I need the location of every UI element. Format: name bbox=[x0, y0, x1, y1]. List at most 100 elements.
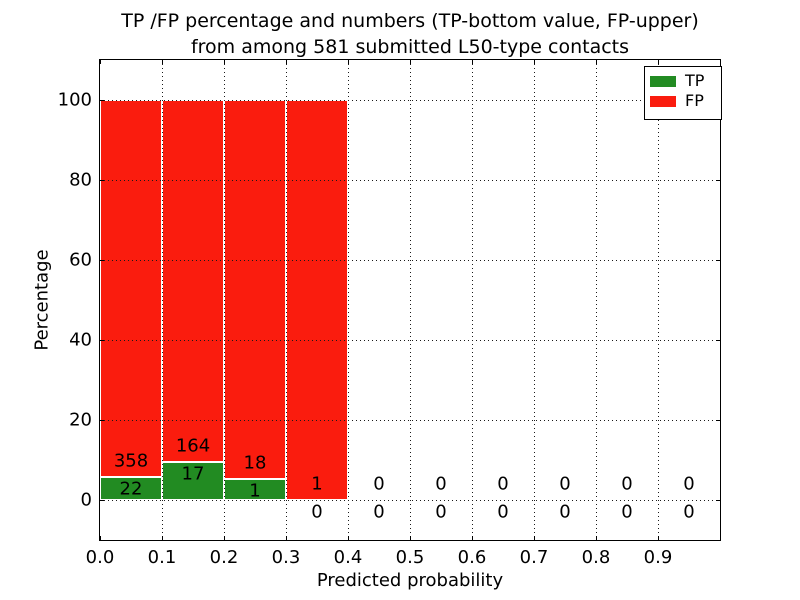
gridline-vertical bbox=[410, 60, 411, 540]
gridline-horizontal bbox=[100, 500, 720, 501]
tp-count-label: 22 bbox=[119, 478, 143, 500]
x-tick-label: 0.2 bbox=[209, 547, 239, 568]
x-tick-label: 0.9 bbox=[643, 547, 673, 568]
x-tick-mark-top bbox=[658, 60, 659, 64]
fp-count-label: 358 bbox=[113, 450, 149, 472]
fp-count-label: 0 bbox=[373, 473, 385, 495]
legend-tp-label: TP bbox=[685, 71, 705, 90]
chart-title-line2: from among 581 submitted L50-type contac… bbox=[190, 36, 630, 58]
y-tick-label: 0 bbox=[80, 489, 92, 511]
gridline-horizontal bbox=[100, 260, 720, 261]
fp-count-label: 1 bbox=[311, 473, 323, 495]
y-tick-mark-right bbox=[716, 500, 720, 501]
gridline-vertical bbox=[472, 60, 473, 540]
fp-count-label: 0 bbox=[683, 473, 695, 495]
gridline-horizontal bbox=[100, 180, 720, 181]
x-tick-mark-top bbox=[286, 60, 287, 64]
gridline-vertical bbox=[596, 60, 597, 540]
legend-entry-tp: TP bbox=[650, 71, 716, 91]
y-tick-label: 80 bbox=[69, 169, 92, 191]
y-tick-mark bbox=[100, 100, 104, 101]
x-tick-mark bbox=[472, 536, 473, 540]
bar-fp-segment bbox=[224, 100, 286, 479]
bar-fp-segment bbox=[286, 100, 348, 500]
y-tick-mark bbox=[100, 500, 104, 501]
chart-title-line1: TP /FP percentage and numbers (TP-bottom… bbox=[121, 10, 699, 32]
gridline-vertical bbox=[224, 60, 225, 540]
bar-fp-segment bbox=[100, 100, 162, 477]
x-tick-mark-top bbox=[596, 60, 597, 64]
y-tick-mark bbox=[100, 340, 104, 341]
x-tick-mark-top bbox=[410, 60, 411, 64]
bar-tp-segment bbox=[162, 462, 224, 500]
y-tick-label: 100 bbox=[57, 89, 92, 111]
x-tick-label: 0.7 bbox=[519, 547, 549, 568]
x-tick-label: 0.6 bbox=[457, 547, 487, 568]
x-tick-label: 0.4 bbox=[333, 547, 363, 568]
x-tick-mark bbox=[286, 536, 287, 540]
x-tick-mark bbox=[658, 536, 659, 540]
y-tick-mark-right bbox=[716, 180, 720, 181]
x-tick-mark bbox=[596, 536, 597, 540]
fp-count-label: 0 bbox=[559, 473, 571, 495]
legend-entry-fp: FP bbox=[650, 91, 716, 111]
x-tick-mark bbox=[100, 536, 101, 540]
x-tick-label: 0.1 bbox=[147, 547, 177, 568]
x-tick-label: 0.0 bbox=[85, 547, 115, 568]
tp-count-label: 1 bbox=[249, 480, 261, 502]
tp-count-label: 0 bbox=[559, 501, 571, 523]
legend-fp-label: FP bbox=[685, 91, 704, 110]
gridline-vertical bbox=[658, 60, 659, 540]
y-tick-mark bbox=[100, 260, 104, 261]
x-tick-mark-top bbox=[534, 60, 535, 64]
fp-count-label: 0 bbox=[435, 473, 447, 495]
gridline-horizontal bbox=[100, 100, 720, 101]
gridline-vertical bbox=[162, 60, 163, 540]
x-tick-label: 0.5 bbox=[395, 547, 425, 568]
gridline-vertical bbox=[348, 60, 349, 540]
fp-count-label: 164 bbox=[175, 435, 211, 457]
y-tick-mark bbox=[100, 420, 104, 421]
bar-tp-segment bbox=[100, 476, 162, 500]
tp-count-label: 0 bbox=[497, 501, 509, 523]
y-tick-mark bbox=[100, 180, 104, 181]
legend-tp-swatch bbox=[650, 75, 676, 87]
tp-count-label: 0 bbox=[435, 501, 447, 523]
tp-count-label: 0 bbox=[311, 501, 323, 523]
gridline-vertical bbox=[534, 60, 535, 540]
x-tick-mark bbox=[224, 536, 225, 540]
x-tick-mark-top bbox=[162, 60, 163, 64]
chart-title: TP /FP percentage and numbers (TP-bottom… bbox=[100, 8, 720, 60]
y-tick-mark-right bbox=[716, 340, 720, 341]
tp-count-label: 0 bbox=[683, 501, 695, 523]
fp-count-label: 0 bbox=[621, 473, 633, 495]
x-tick-mark bbox=[534, 536, 535, 540]
tp-count-label: 0 bbox=[621, 501, 633, 523]
fp-count-label: 0 bbox=[497, 473, 509, 495]
y-tick-mark-right bbox=[716, 260, 720, 261]
x-tick-mark-top bbox=[100, 60, 101, 64]
tp-count-label: 0 bbox=[373, 501, 385, 523]
y-tick-label: 20 bbox=[69, 409, 92, 431]
plot-area: TP FP 358 22 164 17 18 1 1 0 0 0 0 0 0 0 0 0 0 0 0 0 bbox=[99, 59, 722, 541]
x-axis-label: Predicted probability bbox=[316, 570, 504, 591]
tp-count-label: 17 bbox=[181, 463, 205, 485]
bar-fp-segment bbox=[162, 100, 224, 463]
gridline-horizontal bbox=[100, 340, 720, 341]
x-tick-mark-top bbox=[348, 60, 349, 64]
x-tick-mark bbox=[410, 536, 411, 540]
x-tick-label: 0.3 bbox=[271, 547, 301, 568]
x-tick-label: 0.8 bbox=[581, 547, 611, 568]
y-tick-label: 40 bbox=[69, 329, 92, 351]
legend-fp-swatch bbox=[650, 95, 676, 107]
x-tick-mark bbox=[162, 536, 163, 540]
x-tick-mark-top bbox=[224, 60, 225, 64]
y-tick-label: 60 bbox=[69, 249, 92, 271]
y-tick-mark-right bbox=[716, 420, 720, 421]
x-tick-mark bbox=[348, 536, 349, 540]
x-tick-mark-top bbox=[472, 60, 473, 64]
legend: TP FP bbox=[644, 66, 722, 120]
gridline-horizontal bbox=[100, 420, 720, 421]
gridline-vertical bbox=[286, 60, 287, 540]
